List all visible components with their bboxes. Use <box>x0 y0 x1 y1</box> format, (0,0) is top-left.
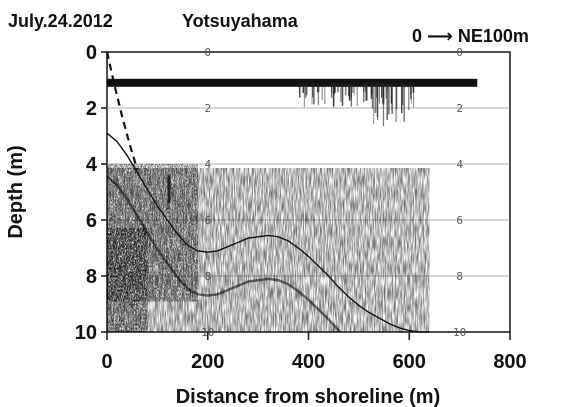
x-axis-ticks: 0 200 400 600 800 <box>101 332 527 373</box>
sounder-mark-1-5: 10 <box>453 326 466 339</box>
x-tick-label-4: 800 <box>493 351 526 373</box>
x-axis-title: Distance from shoreline (m) <box>176 386 441 407</box>
sounder-mark-1-2: 4 <box>456 158 463 171</box>
sounder-mark-0-4: 8 <box>204 270 211 283</box>
sounder-mark-0-3: 6 <box>204 214 211 227</box>
grid-lines <box>107 107 510 277</box>
y-tick-label-1: 2 <box>86 98 97 120</box>
fish-echo <box>167 175 171 204</box>
y-tick-label-2: 4 <box>86 154 98 176</box>
y-tick-label-3: 6 <box>86 210 97 232</box>
sounder-mark-1-0: 0 <box>456 46 463 59</box>
echogram-texture <box>107 78 478 332</box>
sounder-mark-0-1: 2 <box>204 102 211 115</box>
second-return <box>107 228 148 332</box>
sounder-mark-1-3: 6 <box>456 214 463 227</box>
surface-band <box>107 78 478 87</box>
y-tick-label-5: 10 <box>75 322 97 344</box>
series-line-1 <box>105 51 139 170</box>
x-tick-label-0: 0 <box>101 351 112 373</box>
x-tick-label-3: 600 <box>393 351 426 373</box>
x-tick-label-1: 200 <box>191 351 224 373</box>
y-tick-label-0: 0 <box>86 42 97 64</box>
sounder-mark-0-2: 4 <box>204 158 211 171</box>
y-axis-title: Depth (m) <box>5 145 27 238</box>
chart-subtitle: Yotsuyahama <box>182 11 299 31</box>
surface-bubbles <box>167 82 415 204</box>
sounder-mark-1-1: 2 <box>456 102 463 115</box>
x-tick-label-2: 400 <box>292 351 325 373</box>
series-line-0 <box>106 132 430 333</box>
bottom-return-band <box>107 168 349 332</box>
sounder-mark-1-4: 8 <box>456 270 463 283</box>
direction-annotation: 0 ⟶ NE100m <box>412 26 529 46</box>
sounder-mark-0-0: 0 <box>204 46 211 59</box>
near-shore-return <box>107 164 198 302</box>
y-axis-ticks: 0 2 4 6 8 10 <box>75 42 107 344</box>
chart-title: July.24.2012 <box>8 11 113 31</box>
series-layer <box>105 51 430 333</box>
y-tick-label-4: 8 <box>86 266 97 288</box>
